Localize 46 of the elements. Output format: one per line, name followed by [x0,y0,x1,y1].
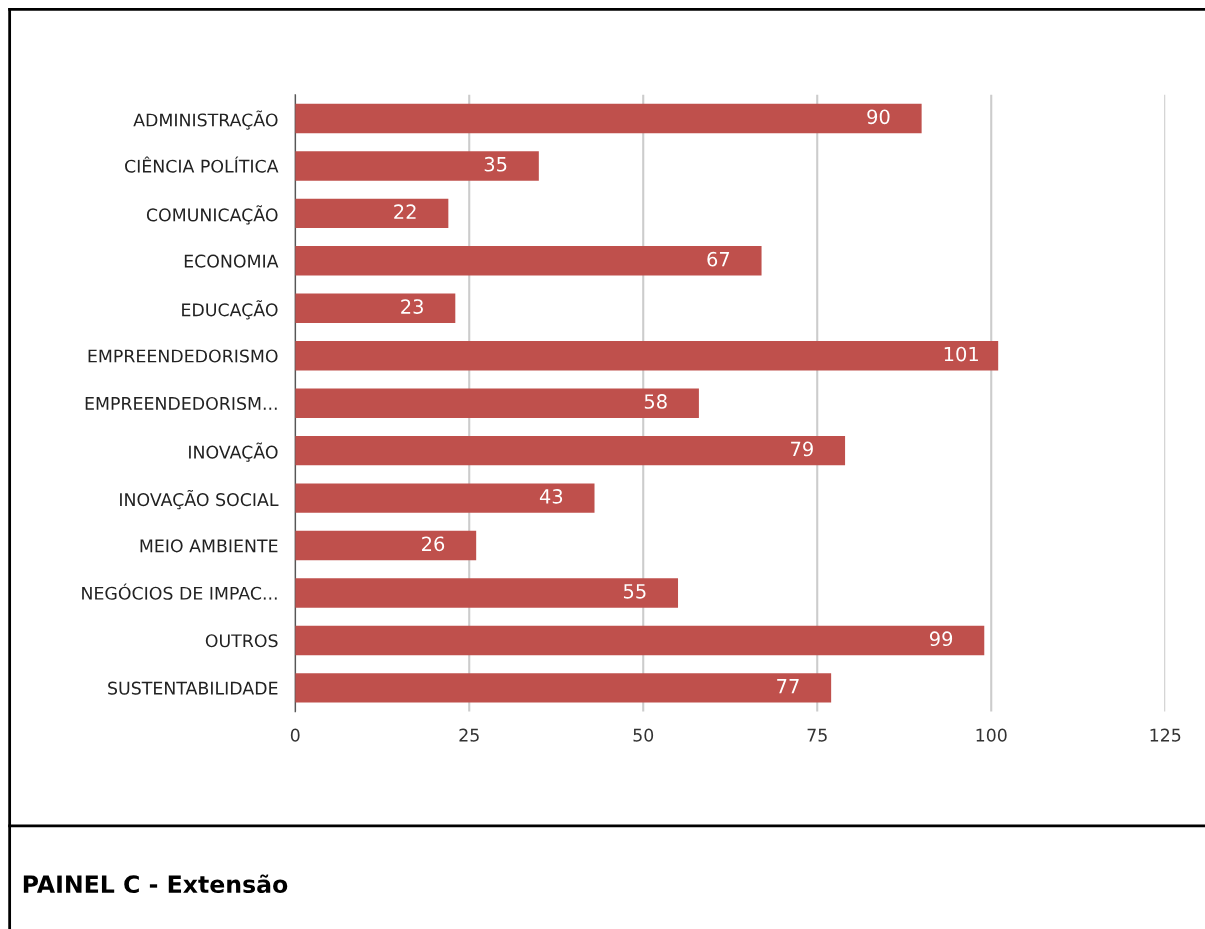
data-label: 43 [539,489,563,504]
y-tick-label: EDUCAÇÃO [182,300,278,320]
y-tick-label: INOVAÇÃO [189,442,278,462]
data-label: 35 [484,156,507,172]
bar [295,341,999,371]
y-tick-label: CIÊNCIA POLÍTICA [125,156,279,173]
data-label: 55 [623,584,646,599]
y-tick-label: SUSTENTABILIDADE [108,681,278,695]
y-tick-label: OUTROS [205,634,278,648]
data-label: 90 [867,109,890,125]
data-label: 79 [791,441,813,457]
bar [295,103,922,134]
y-tick-label: EMPREENDEDORISM... [85,396,277,411]
bar [295,483,595,513]
data-label: 77 [777,679,799,694]
y-tick-label: INOVAÇÃO SOCIAL [120,489,279,510]
data-label: 22 [394,204,416,219]
bar [295,198,449,229]
bar [295,435,846,466]
data-label: 101 [944,346,978,362]
text: PAINEL C - Extensão [23,874,288,894]
y-tick-label: COMUNICAÇÃO [146,205,278,225]
x-tick-label: 25 [459,728,479,742]
y-tick-label: MEIO AMBIENTE [140,539,278,553]
x-tick-label: 50 [633,728,654,742]
y-tick-label: ADMINISTRAÇÃO [133,110,278,130]
bar [295,625,985,656]
x-tick-label: 100 [976,728,1007,742]
y-tick-label: ECONOMIA [184,254,279,268]
x-tick-label: 125 [1150,728,1181,742]
bar [295,530,477,561]
x-tick-label: 0 [290,728,300,742]
x-tick-label: 75 [807,728,827,742]
bar [295,246,762,276]
y-tick-label: EMPREENDEDORISMO [88,349,278,363]
bar [295,673,832,703]
bar [295,293,456,323]
y-tick-label: NEGÓCIOS DE IMPAC... [82,583,277,600]
bar [295,578,679,608]
data-label: 23 [401,299,423,314]
data-label: 99 [929,631,953,647]
data-label: 58 [644,394,667,409]
data-label: 67 [707,251,730,267]
bar [295,388,699,418]
data-label: 26 [422,536,445,552]
bar [295,151,539,181]
